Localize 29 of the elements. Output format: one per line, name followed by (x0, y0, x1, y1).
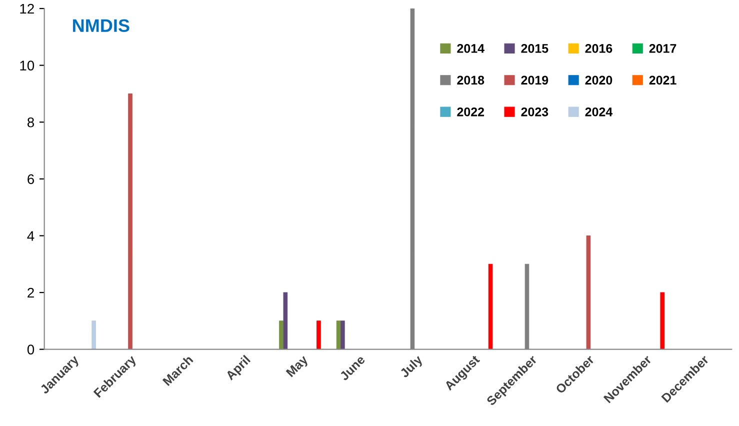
y-tick-label: 0 (27, 344, 34, 354)
y-tick-label: 6 (28, 174, 34, 184)
y-tick-label: 8 (28, 117, 34, 128)
bar (340, 320, 345, 350)
legend-label: 2020 (585, 76, 612, 85)
bar (586, 235, 591, 350)
legend-label: 2018 (457, 76, 484, 85)
bar (488, 264, 493, 350)
y-tick-label: 4 (27, 231, 34, 241)
bar (660, 292, 665, 350)
legend-label: 2022 (457, 107, 484, 116)
bar (316, 320, 321, 350)
legend-label: 2014 (457, 44, 484, 53)
bar (336, 320, 341, 350)
legend-label: 2015 (521, 44, 548, 53)
legend-label: 2024 (585, 107, 613, 116)
bar (92, 320, 96, 350)
bar (279, 320, 284, 350)
y-tick-label: 12 (20, 4, 34, 14)
y-tick-label: 10 (20, 60, 34, 70)
bar (283, 292, 288, 350)
legend-label: 2021 (649, 76, 676, 85)
bar (128, 93, 132, 350)
legend-label: 2023 (521, 107, 548, 116)
legend-label: 2019 (521, 76, 548, 85)
y-tick-label: 2 (28, 288, 34, 298)
legend-label: 2017 (649, 44, 676, 53)
chart-title: NMDIS (73, 19, 130, 32)
legend-label: 2016 (585, 44, 612, 53)
